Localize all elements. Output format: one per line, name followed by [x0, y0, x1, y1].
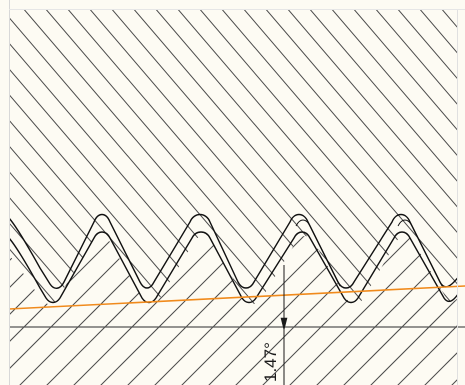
upper-hatch-line — [309, 10, 457, 182]
lower-hatch-line — [301, 236, 457, 385]
upper-hatch-line — [331, 10, 457, 156]
lower-hatch-line — [166, 236, 368, 385]
upper-hatch-line — [243, 10, 457, 259]
angle-label: 1.47° — [261, 342, 280, 382]
lower-hatch-line — [112, 236, 314, 385]
lower-hatch-line — [355, 236, 457, 385]
lower-hatch-line — [9, 236, 179, 385]
lower-hatch-line — [328, 236, 457, 385]
upper-hatch-line — [199, 10, 457, 310]
angle-dimension-arrowhead — [280, 317, 288, 331]
lower-hatch-line — [409, 236, 457, 385]
lower-hatch-line — [9, 236, 206, 385]
reference-line — [8, 285, 465, 310]
lower-hatch-line — [31, 236, 233, 385]
lower-section — [9, 236, 457, 385]
lower-hatch-line — [382, 236, 457, 385]
lower-hatch-line — [139, 236, 341, 385]
thread-profile-inner — [9, 231, 457, 304]
thread-profile-mid-2 — [397, 219, 443, 287]
lower-hatch-line — [220, 236, 422, 385]
lower-hatch-line — [58, 236, 260, 385]
lower-hatch-line — [274, 236, 457, 385]
lower-hatch-line — [193, 236, 395, 385]
upper-hatch-line — [221, 10, 457, 285]
upper-hatch-line — [353, 10, 457, 131]
upper-hatch-line — [375, 10, 457, 105]
upper-hatch-line — [287, 10, 457, 208]
lower-section-fill — [9, 236, 457, 385]
thread-profile-mid — [295, 219, 341, 287]
thread-profile-outer — [9, 213, 457, 289]
upper-hatch-line — [265, 10, 457, 233]
angle-dimension — [280, 265, 288, 385]
upper-hatch-line — [397, 10, 457, 79]
lower-hatch-line — [9, 236, 125, 385]
thread-profile — [9, 213, 457, 304]
